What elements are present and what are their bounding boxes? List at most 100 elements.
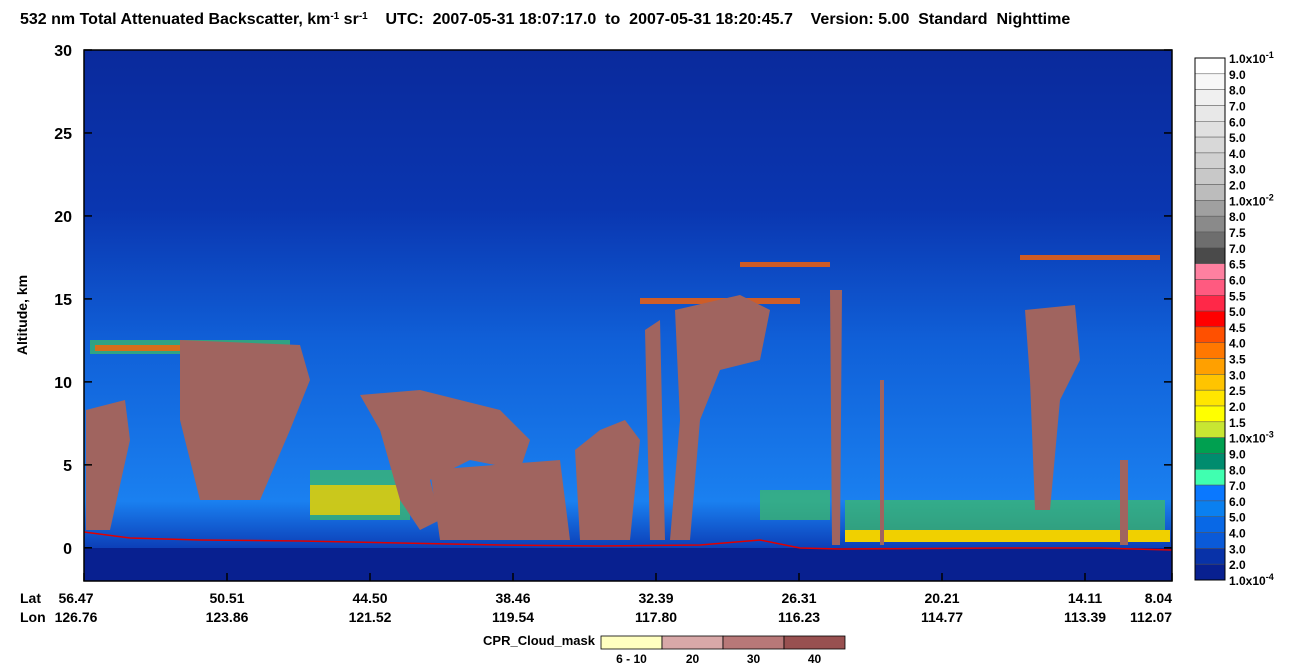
cpr-legend-label: 40: [808, 652, 822, 666]
x-tick-lat: 32.39: [638, 590, 673, 606]
x-tick-lon: 117.80: [635, 609, 677, 625]
cpr-legend-box: [661, 635, 724, 650]
x-tick-lat: 50.51: [209, 590, 244, 606]
colorbar-box: [1194, 437, 1226, 454]
colorbar-label: 7.0: [1229, 479, 1246, 493]
colorbar-label: 4.0: [1229, 527, 1246, 541]
cpr-legend-label: 6 - 10: [616, 652, 647, 666]
y-tick-label: 25: [54, 126, 72, 143]
colorbar-label: 4.0: [1229, 147, 1246, 161]
x-tick-lon: 123.86: [206, 609, 249, 625]
chart-title: 532 nm Total Attenuated Backscatter, km-…: [20, 11, 1070, 29]
cpr-legend-box: [600, 635, 663, 650]
colorbar-label: 4.0: [1229, 337, 1246, 351]
colorbar-box: [1194, 548, 1226, 565]
colorbar-box: [1194, 215, 1226, 233]
surface-band: [310, 485, 1170, 542]
y-tick-label: 20: [54, 209, 72, 226]
colorbar-box: [1194, 469, 1226, 486]
colorbar-box: [1194, 516, 1226, 533]
colorbar-label: 8.0: [1229, 463, 1246, 477]
colorbar-label: 9.0: [1229, 447, 1246, 461]
colorbar-label-mantissa: 1.0x10: [1229, 574, 1266, 588]
cpr-legend-label: 20: [686, 652, 700, 666]
colorbar-box: [1194, 263, 1226, 280]
colorbar-label: 2.0: [1229, 179, 1246, 193]
colorbar-box: [1194, 57, 1226, 75]
colorbar-label-mantissa: 1.0x10: [1229, 194, 1266, 208]
colorbar-box: [1194, 279, 1226, 296]
cpr-legend-box: [783, 635, 846, 650]
x-tick-lat: 14.11: [1068, 590, 1102, 606]
colorbar-box: [1194, 500, 1226, 517]
colorbar-label: 6.0: [1229, 115, 1246, 129]
backscatter-field: [83, 50, 1173, 581]
colorbar-box: [1194, 405, 1226, 423]
colorbar-box: [1194, 247, 1226, 264]
colorbar-box: [1194, 136, 1226, 154]
colorbar-label: 6.0: [1229, 273, 1246, 287]
x-tick-lon: 112.07: [1130, 609, 1172, 625]
colorbar-label: 5.0: [1229, 131, 1246, 145]
colorbar-box: [1194, 374, 1226, 391]
colorbar-label: 3.0: [1229, 542, 1246, 556]
title-superscript: -1: [330, 11, 339, 22]
colorbar-label: 1.0x10-3: [1229, 430, 1274, 446]
plot-frame: [83, 49, 1173, 582]
colorbar-box: [1194, 168, 1226, 185]
colorbar-box: [1194, 200, 1226, 217]
colorbar-label: 7.0: [1229, 242, 1246, 256]
colorbar-label: 4.5: [1229, 321, 1246, 335]
colorbar-label: 6.0: [1229, 495, 1246, 509]
colorbar-label: 1.5: [1229, 416, 1246, 430]
colorbar-label: 3.0: [1229, 163, 1246, 177]
colorbar-label: 1.0x10-1: [1229, 50, 1274, 66]
colorbar-box: [1194, 563, 1226, 581]
x-tick-lat: 8.04: [1145, 590, 1172, 606]
colorbar-label: 3.0: [1229, 368, 1246, 382]
x-tick-lon: 121.52: [349, 609, 392, 625]
colorbar-box: [1194, 532, 1226, 549]
y-tick-label: 0: [63, 541, 72, 558]
colorbar-box: [1194, 389, 1226, 407]
x-tick-lat: 20.21: [924, 590, 959, 606]
colorbar-box: [1194, 184, 1226, 201]
title-part: UTC: 2007-05-31 18:07:17.0 to 2007-05-31…: [368, 11, 793, 28]
colorbar-label: 5.5: [1229, 289, 1246, 303]
colorbar-box: [1194, 342, 1226, 359]
colorbar-label-exponent: -1: [1266, 50, 1274, 60]
colorbar-label: 1.0x10-4: [1229, 572, 1274, 588]
colorbar-box: [1194, 152, 1226, 169]
x-tick-lat: 26.31: [781, 590, 816, 606]
title-part: 532 nm Total Attenuated Backscatter, km: [20, 11, 330, 28]
title-part: Version: 5.00 Standard Nighttime: [793, 11, 1071, 28]
colorbar-label: 2.5: [1229, 384, 1246, 398]
x-tick-lon: 114.77: [921, 609, 963, 625]
cpr-legend-box: [722, 635, 785, 650]
x-tick-lon: 113.39: [1064, 609, 1106, 625]
y-tick-label: 10: [54, 375, 72, 392]
colorbar-label: 5.0: [1229, 511, 1246, 525]
colorbar-label: 7.0: [1229, 99, 1246, 113]
colorbar-box: [1194, 326, 1226, 343]
y-tick-label: 30: [54, 43, 72, 60]
cloud-mask: [86, 290, 1128, 545]
colorbar-box: [1194, 421, 1226, 438]
colorbar-box: [1194, 73, 1226, 90]
colorbar-box: [1194, 310, 1226, 328]
colorbar-label: 6.5: [1229, 258, 1246, 272]
colorbar-label-mantissa: 1.0x10: [1229, 432, 1266, 446]
colorbar-label: 9.0: [1229, 68, 1246, 82]
surface-line: [83, 531, 1173, 551]
cpr-legend-label: 30: [747, 652, 761, 666]
colorbar-box: [1194, 89, 1226, 106]
title-superscript: -1: [359, 11, 368, 22]
y-axis-label: Altitude, km: [14, 275, 30, 355]
x-tick-lon: 119.54: [492, 609, 534, 625]
colorbar-box: [1194, 295, 1226, 312]
colorbar-label: 3.5: [1229, 353, 1246, 367]
colorbar-label: 2.0: [1229, 400, 1246, 414]
colorbar-box: [1194, 484, 1226, 502]
